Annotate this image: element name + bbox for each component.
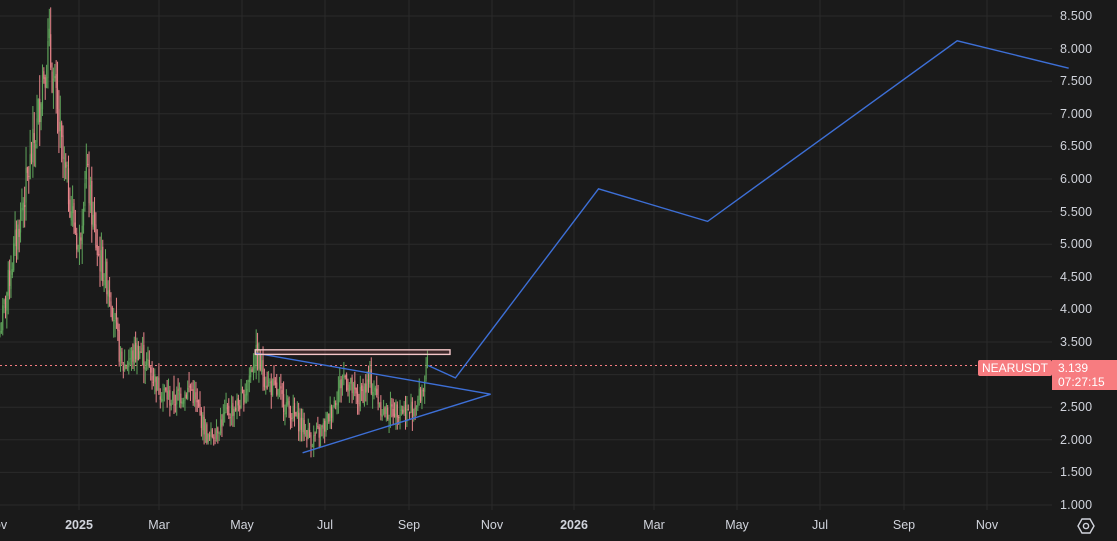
time-axis-label: May bbox=[230, 518, 254, 532]
time-axis-label: Nov bbox=[0, 518, 8, 532]
price-axis-label: 4.500 bbox=[1060, 269, 1093, 284]
time-axis-label: 2025 bbox=[65, 518, 93, 532]
price-axis-label: 3.500 bbox=[1060, 335, 1093, 349]
price-axis-label: 5.000 bbox=[1060, 237, 1093, 252]
symbol-label: NEARUSDT bbox=[978, 360, 1053, 376]
bar-countdown: 07:27:15 bbox=[1058, 375, 1105, 389]
drawings[interactable] bbox=[254, 40, 1069, 454]
settings-button[interactable] bbox=[1077, 517, 1095, 535]
price-axis-label: 8.000 bbox=[1060, 41, 1093, 56]
price-axis-label: 5.500 bbox=[1060, 204, 1093, 219]
projection-path[interactable] bbox=[427, 40, 1069, 379]
price-axis-label: 2.000 bbox=[1060, 432, 1093, 447]
time-axis-label: Nov bbox=[975, 518, 999, 532]
time-axis-label: Mar bbox=[148, 518, 170, 532]
time-axis-label: Sep bbox=[892, 518, 916, 532]
price-axis-label: 4.000 bbox=[1060, 302, 1093, 317]
time-axis-label: Sep bbox=[397, 518, 421, 532]
price-axis-label: 7.000 bbox=[1060, 106, 1093, 121]
last-price-value: 3.139 bbox=[1058, 361, 1089, 375]
triangle-upper-trendline[interactable] bbox=[255, 352, 491, 395]
triangle-lower-trendline[interactable] bbox=[302, 393, 491, 454]
price-axis-label: 1.000 bbox=[1060, 498, 1093, 512]
grid-lines bbox=[0, 0, 1052, 510]
candlesticks bbox=[0, 7, 429, 458]
last-price-label: 3.139 07:27:15 bbox=[1052, 360, 1117, 390]
price-axis-label: 7.500 bbox=[1060, 74, 1093, 89]
price-axis-label: 8.500 bbox=[1060, 9, 1093, 23]
time-axis-label: Jul bbox=[812, 518, 828, 532]
resistance-rectangle[interactable] bbox=[254, 349, 451, 356]
time-axis-label: Jul bbox=[317, 518, 333, 532]
price-axis-label: 6.500 bbox=[1060, 139, 1093, 154]
time-axis-label: Mar bbox=[643, 518, 665, 532]
price-axis-label: 6.000 bbox=[1060, 172, 1093, 186]
time-axis-label: Nov bbox=[480, 518, 504, 532]
price-axis-label: 2.500 bbox=[1060, 400, 1093, 415]
gear-hexagon-icon bbox=[1077, 518, 1095, 534]
price-axis-label: 1.500 bbox=[1060, 465, 1093, 480]
time-axis-label: May bbox=[725, 518, 749, 532]
time-axis-label: 2026 bbox=[560, 518, 588, 532]
